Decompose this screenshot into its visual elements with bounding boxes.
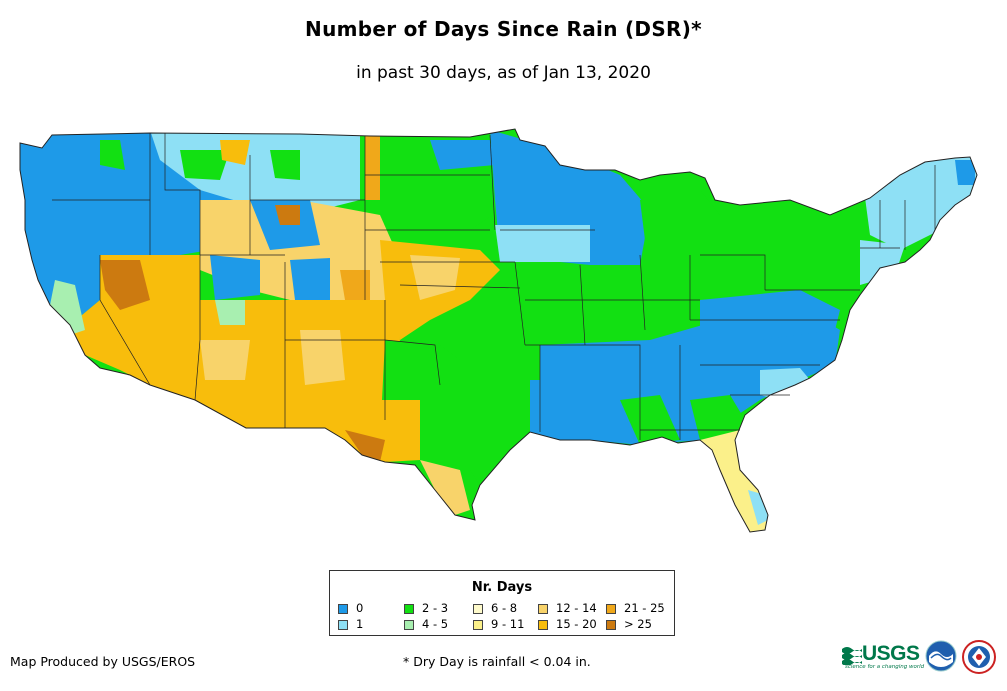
dry-day-note: * Dry Day is rainfall < 0.04 in. <box>403 654 591 669</box>
legend-item: 0 <box>338 602 363 615</box>
legend-label: 9 - 11 <box>491 617 525 631</box>
state-boundaries <box>52 133 936 440</box>
noaa-logo-icon <box>925 640 957 672</box>
legend-item: 6 - 8 <box>473 602 517 615</box>
legend-label: 15 - 20 <box>556 617 597 631</box>
legend-swatch <box>538 603 548 614</box>
legend-label: 1 <box>356 617 364 631</box>
legend-item: 15 - 20 <box>538 618 597 631</box>
legend-swatch <box>606 619 616 630</box>
legend: Nr. Days 0 1 2 - 3 4 - 5 6 - 8 9 - 11 12… <box>329 570 675 636</box>
legend-item: 2 - 3 <box>404 602 448 615</box>
usgs-logo: USGS <box>862 642 920 665</box>
legend-label: 21 - 25 <box>624 601 665 615</box>
legend-item: 4 - 5 <box>404 618 448 631</box>
legend-item: 1 <box>338 618 363 631</box>
legend-item: > 25 <box>606 618 652 631</box>
legend-swatch <box>404 619 414 630</box>
producer-credit: Map Produced by USGS/EROS <box>10 654 196 669</box>
legend-label: 0 <box>356 601 364 615</box>
legend-label: 12 - 14 <box>556 601 597 615</box>
legend-swatch <box>473 619 483 630</box>
map-subtitle: in past 30 days, as of Jan 13, 2020 <box>356 63 651 83</box>
nws-logo-icon <box>962 640 996 674</box>
legend-item: 21 - 25 <box>606 602 665 615</box>
usgs-wave-icon <box>842 647 862 665</box>
legend-swatch <box>538 619 548 630</box>
map-title: Number of Days Since Rain (DSR)* <box>305 17 702 41</box>
legend-swatch <box>606 603 616 614</box>
legend-swatch <box>473 603 483 614</box>
legend-swatch <box>338 619 348 630</box>
legend-label: 2 - 3 <box>422 601 449 615</box>
legend-item: 12 - 14 <box>538 602 597 615</box>
legend-item: 9 - 11 <box>473 618 524 631</box>
legend-title: Nr. Days <box>471 580 533 595</box>
usgs-tagline: science for a changing world <box>845 664 925 670</box>
legend-swatch <box>338 603 348 614</box>
legend-label: 6 - 8 <box>491 601 518 615</box>
legend-label: > 25 <box>624 617 652 631</box>
legend-label: 4 - 5 <box>422 617 449 631</box>
legend-swatch <box>404 603 414 614</box>
